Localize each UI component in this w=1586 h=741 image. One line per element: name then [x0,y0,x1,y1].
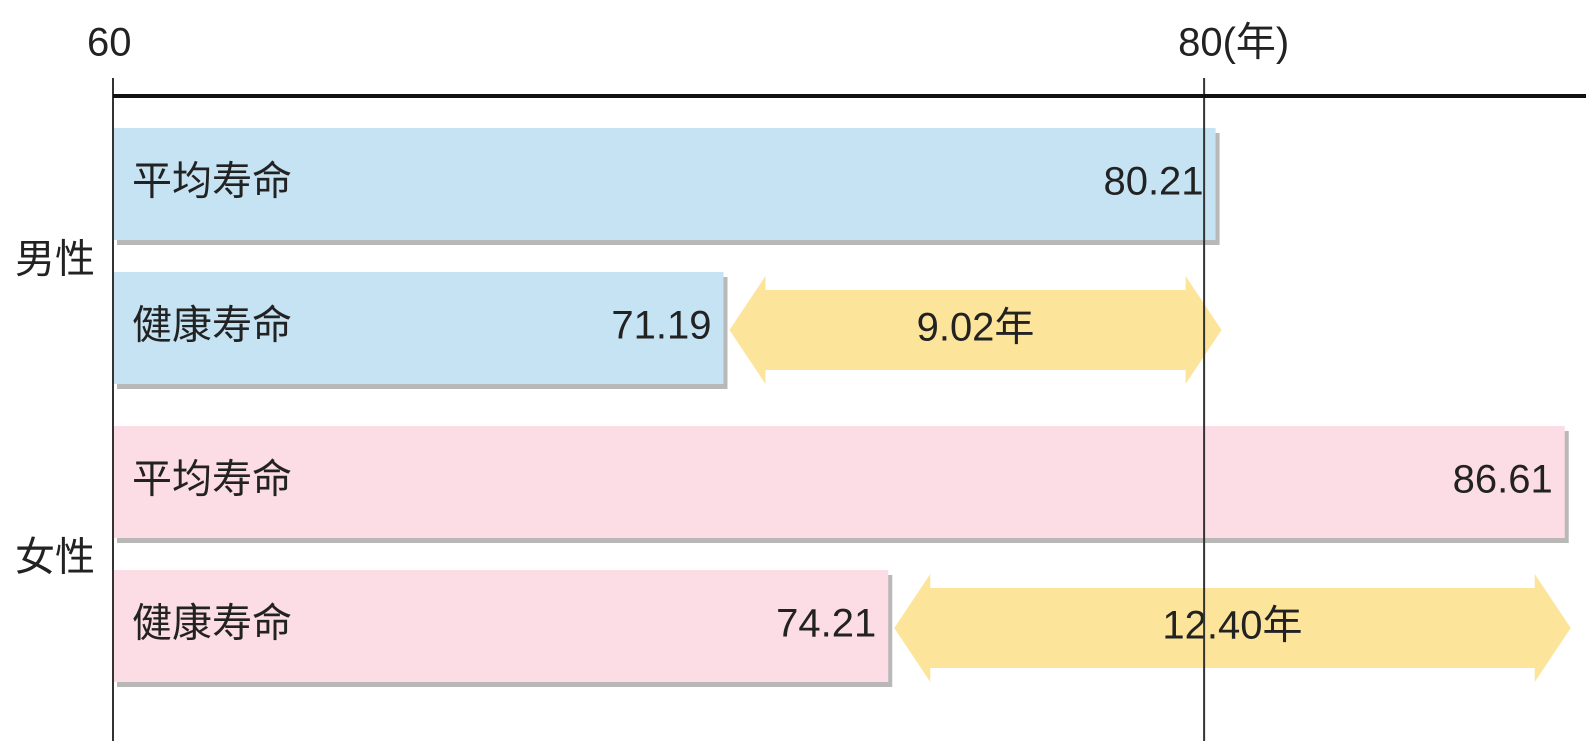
value-label: 71.19 [611,304,711,348]
gap-arrow [894,574,1571,682]
bar [113,426,1565,538]
bar-label: 平均寿命 [132,160,292,204]
group-label: 男性 [15,238,95,282]
gap-label: 12.40年 [1162,604,1302,648]
x-tick-label: 60 [87,21,132,65]
bar-label: 健康寿命 [132,602,292,646]
gap-arrow [729,276,1222,384]
value-label: 86.61 [1453,458,1553,502]
group-label: 女性 [15,536,95,580]
bar-label: 平均寿命 [132,458,292,502]
bar [113,128,1216,240]
x-tick-label: 80(年) [1178,21,1289,65]
bar-label: 健康寿命 [132,304,292,348]
bar [113,272,724,384]
bar [113,570,889,682]
gap-label: 9.02年 [917,306,1035,350]
value-label: 80.21 [1103,160,1203,204]
value-label: 74.21 [776,602,876,646]
